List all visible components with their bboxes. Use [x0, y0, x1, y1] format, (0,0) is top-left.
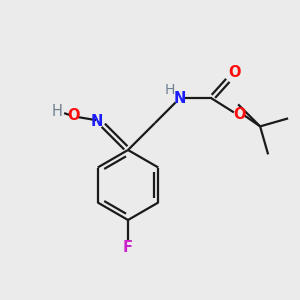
- Text: H: H: [164, 83, 175, 98]
- Text: O: O: [67, 108, 80, 123]
- Text: N: N: [173, 91, 186, 106]
- Text: F: F: [123, 239, 133, 254]
- Text: O: O: [234, 107, 246, 122]
- Text: O: O: [228, 65, 241, 80]
- Text: H: H: [52, 103, 63, 118]
- Text: N: N: [91, 114, 103, 129]
